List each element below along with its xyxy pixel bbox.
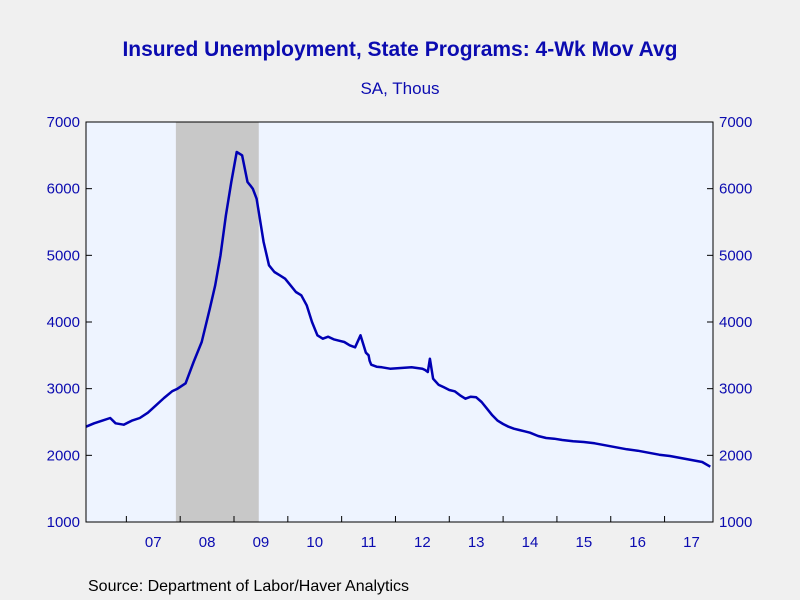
y-tick-label-right: 6000 [719,181,752,198]
y-tick-label-right: 5000 [719,247,752,264]
y-tick-label-right: 7000 [719,114,752,131]
y-tick-label-left: 2000 [47,447,80,464]
x-tick-label: 12 [414,534,431,551]
plot-frame [85,121,714,523]
x-tick-label: 10 [306,534,323,551]
y-tick-label-right: 2000 [719,447,752,464]
axis-tick-labels: 1000 1000 2000 2000 3000 3000 4000 4000 5000 5000… [47,114,753,551]
x-tick-label: 17 [683,534,700,551]
chart-subtitle: SA, Thous [360,79,440,98]
x-tick-label: 11 [361,534,377,551]
y-tick-label-left: 7000 [47,114,80,131]
x-tick-label: 15 [575,534,592,551]
series-line [85,150,711,468]
y-tick-label-left: 5000 [47,247,80,264]
y-tick-label-left: 1000 [47,514,80,531]
recession-shading [175,122,259,522]
x-tick-label: 16 [629,534,646,551]
x-tick-label: 09 [253,534,270,551]
source-note: Source: Department of Labor/Haver Analyt… [88,578,410,595]
y-tick-label-right: 4000 [719,314,752,331]
y-tick-label-left: 3000 [47,381,80,398]
y-tick-label-left: 6000 [47,181,80,198]
x-tick-label: 08 [199,534,216,551]
x-tick-label: 07 [145,534,162,551]
y-tick-label-right: 3000 [719,381,752,398]
y-tick-label-right: 1000 [719,514,752,531]
chart-title: Insured Unemployment, State Programs: 4-… [122,38,678,61]
x-tick-label: 14 [522,534,539,551]
x-tick-label: 13 [468,534,485,551]
y-tick-label-left: 4000 [47,314,80,331]
